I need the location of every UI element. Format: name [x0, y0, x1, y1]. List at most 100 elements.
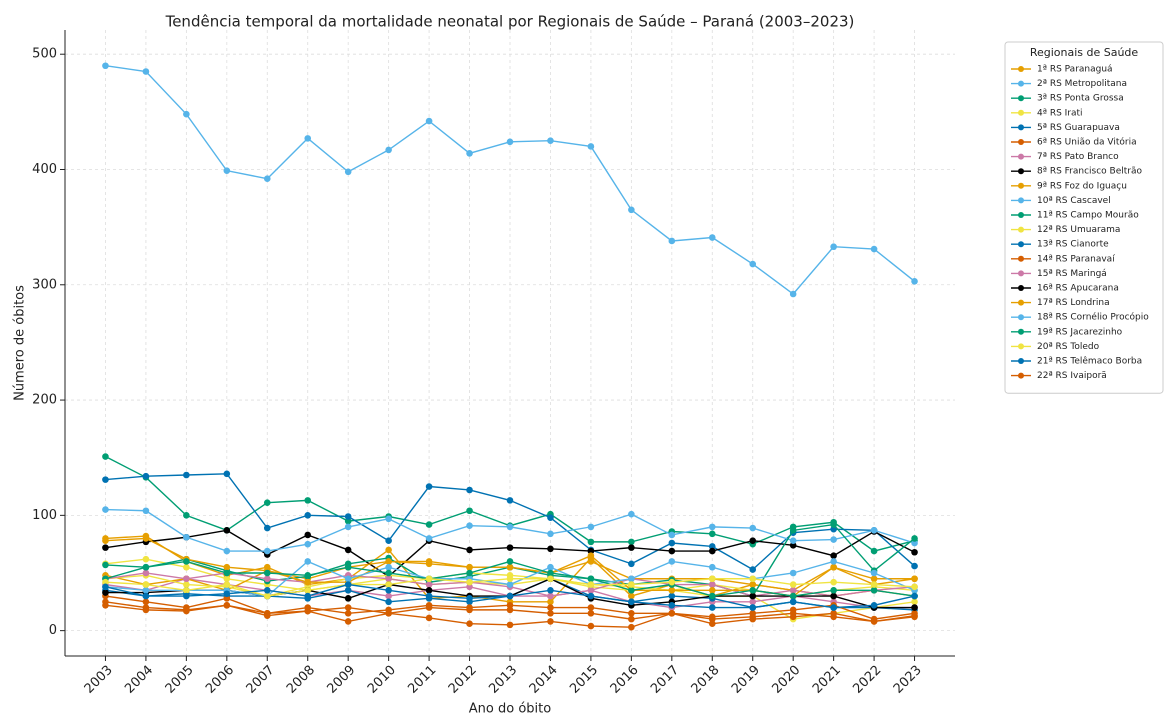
- legend-marker: [1018, 255, 1024, 262]
- data-point: [911, 612, 918, 619]
- x-tick-label: 2020: [769, 663, 803, 697]
- x-tick-label: 2021: [810, 663, 844, 697]
- data-point: [142, 563, 150, 571]
- x-tick-label: 2015: [567, 663, 601, 697]
- legend-label: 13ª RS Cianorte: [1037, 240, 1109, 250]
- x-tick-label: 2004: [122, 663, 156, 697]
- data-point: [263, 592, 271, 600]
- data-point: [263, 586, 271, 594]
- data-point: [304, 572, 312, 579]
- data-point: [183, 607, 190, 615]
- data-point: [304, 578, 312, 586]
- data-point: [385, 598, 392, 606]
- data-point: [466, 583, 473, 591]
- data-point: [628, 581, 635, 588]
- data-point: [385, 575, 392, 583]
- data-point: [668, 610, 676, 617]
- x-tick-label: 2014: [527, 663, 561, 697]
- data-point: [587, 622, 595, 630]
- data-point: [102, 583, 109, 591]
- data-point: [830, 243, 837, 251]
- legend-label: 20ª RS Toledo: [1037, 342, 1100, 352]
- legend-marker: [1018, 328, 1024, 335]
- data-point: [466, 563, 473, 571]
- data-point: [547, 618, 554, 625]
- data-point: [628, 615, 635, 623]
- data-point: [425, 575, 433, 583]
- y-tick-label: 100: [32, 508, 57, 523]
- data-point: [344, 168, 352, 176]
- legend-marker: [1018, 153, 1024, 160]
- data-point: [668, 237, 676, 245]
- data-point: [870, 586, 878, 594]
- legend-label: 4ª RS Irati: [1037, 108, 1083, 118]
- data-point: [506, 592, 514, 600]
- data-point: [142, 606, 150, 614]
- data-point: [708, 575, 716, 583]
- data-point: [628, 623, 635, 631]
- legend-marker: [1018, 66, 1024, 72]
- data-point: [628, 575, 635, 583]
- data-point: [385, 558, 392, 565]
- data-point: [263, 499, 271, 506]
- data-point: [547, 530, 554, 538]
- data-point: [466, 595, 473, 602]
- data-point: [223, 527, 231, 534]
- x-tick-label: 2018: [689, 663, 723, 697]
- x-tick-label: 2016: [608, 663, 642, 697]
- data-point: [870, 601, 878, 609]
- data-point: [708, 530, 716, 538]
- data-point: [183, 563, 190, 571]
- data-point: [223, 167, 231, 174]
- data-point: [749, 586, 757, 594]
- data-point: [183, 512, 190, 519]
- data-point: [102, 589, 109, 596]
- legend-marker: [1018, 197, 1024, 204]
- data-point: [708, 523, 716, 531]
- data-point: [506, 544, 514, 551]
- data-point: [911, 562, 918, 570]
- data-point: [668, 586, 676, 594]
- data-point: [628, 610, 635, 617]
- legend-marker: [1018, 212, 1024, 218]
- data-point: [668, 601, 676, 609]
- data-point: [749, 537, 757, 545]
- data-point: [142, 555, 150, 563]
- data-point: [506, 563, 514, 571]
- data-point: [183, 533, 190, 541]
- x-tick-label: 2008: [284, 663, 318, 697]
- data-point: [830, 552, 837, 560]
- data-point: [547, 137, 554, 144]
- data-point: [263, 524, 271, 532]
- data-point: [870, 575, 878, 583]
- data-point: [708, 563, 716, 571]
- data-point: [830, 586, 837, 594]
- data-point: [708, 615, 716, 623]
- data-point: [749, 581, 757, 588]
- data-point: [223, 563, 231, 571]
- data-point: [547, 575, 554, 583]
- data-point: [668, 578, 676, 586]
- data-point: [183, 592, 190, 600]
- data-point: [587, 604, 595, 611]
- data-point: [385, 569, 392, 577]
- legend-marker: [1018, 241, 1024, 248]
- data-point: [708, 604, 716, 611]
- data-point: [102, 62, 109, 70]
- data-point: [385, 146, 392, 154]
- legend-label: 1ª RS Paranaguá: [1037, 65, 1113, 75]
- data-point: [263, 547, 271, 555]
- data-point: [263, 575, 271, 583]
- data-point: [344, 517, 352, 525]
- data-point: [425, 535, 433, 542]
- data-point: [749, 524, 757, 532]
- data-point: [668, 592, 676, 600]
- legend-label: 2ª RS Metropolitana: [1037, 79, 1127, 89]
- data-point: [385, 592, 392, 600]
- data-point: [385, 581, 392, 588]
- data-point: [749, 598, 757, 606]
- legend-label: 10ª RS Cascavel: [1037, 196, 1111, 206]
- data-point: [789, 569, 797, 577]
- data-point: [506, 558, 514, 565]
